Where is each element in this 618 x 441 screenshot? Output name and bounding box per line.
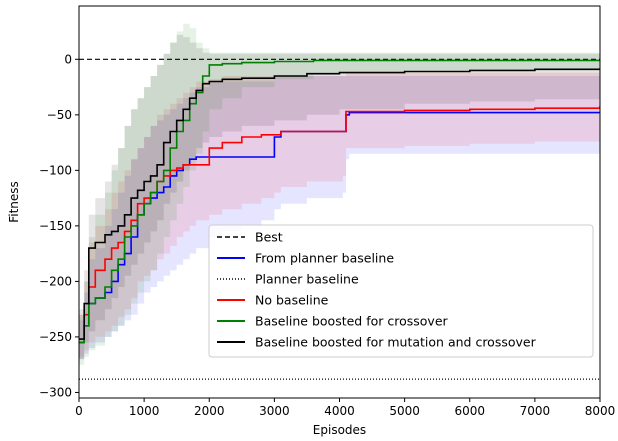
x-axis-ticks: 0 1000 2000 3000 4000 5000 6000 7000 8000 <box>75 398 615 418</box>
y-tick-label: −150 <box>39 219 72 233</box>
legend-box <box>208 224 594 358</box>
legend-label: Baseline boosted for crossover <box>255 314 449 329</box>
legend-label: No baseline <box>255 293 329 308</box>
legend-label: From planner baseline <box>255 251 394 266</box>
y-tick-label: 0 <box>64 52 72 66</box>
x-tick-label: 0 <box>75 404 83 418</box>
x-tick-label: 4000 <box>324 404 355 418</box>
band-no-baseline <box>79 72 600 357</box>
y-axis-ticks: 0 −50 −100 −150 −200 −250 −300 <box>39 52 79 399</box>
reference-lines <box>79 58 600 380</box>
confidence-bands <box>79 23 600 365</box>
x-tick-label: 8000 <box>585 404 616 418</box>
y-tick-label: −300 <box>39 385 72 399</box>
y-axis-label: Fitness <box>7 181 21 223</box>
legend: Best From planner baseline Planner baselin… <box>208 224 594 358</box>
legend-label: Baseline boosted for mutation and crosso… <box>255 335 537 350</box>
x-tick-label: 5000 <box>389 404 420 418</box>
series-lines <box>79 59 600 344</box>
series-line-baseline-boosted-for-mutation-and-crossover <box>79 68 600 340</box>
y-tick-label: −250 <box>39 330 72 344</box>
band-baseline-boosted-for-crossover <box>79 23 600 365</box>
y-tick-label: −50 <box>47 108 72 122</box>
series-line-baseline-boosted-for-crossover <box>79 59 600 344</box>
y-tick-label: −200 <box>39 274 72 288</box>
x-tick-label: 7000 <box>520 404 551 418</box>
x-tick-label: 3000 <box>259 404 290 418</box>
band-baseline-boosted-for-mutation-and-crossover <box>79 34 600 360</box>
x-tick-label: 6000 <box>454 404 485 418</box>
legend-label: Best <box>255 230 283 245</box>
x-tick-label: 1000 <box>129 404 160 418</box>
legend-label: Planner baseline <box>255 272 359 287</box>
x-axis-label: Episodes <box>313 423 366 437</box>
band-from-planner-baseline <box>79 76 600 360</box>
series-line-no-baseline <box>79 105 600 344</box>
y-tick-label: −100 <box>39 163 72 177</box>
x-tick-label: 2000 <box>194 404 225 418</box>
